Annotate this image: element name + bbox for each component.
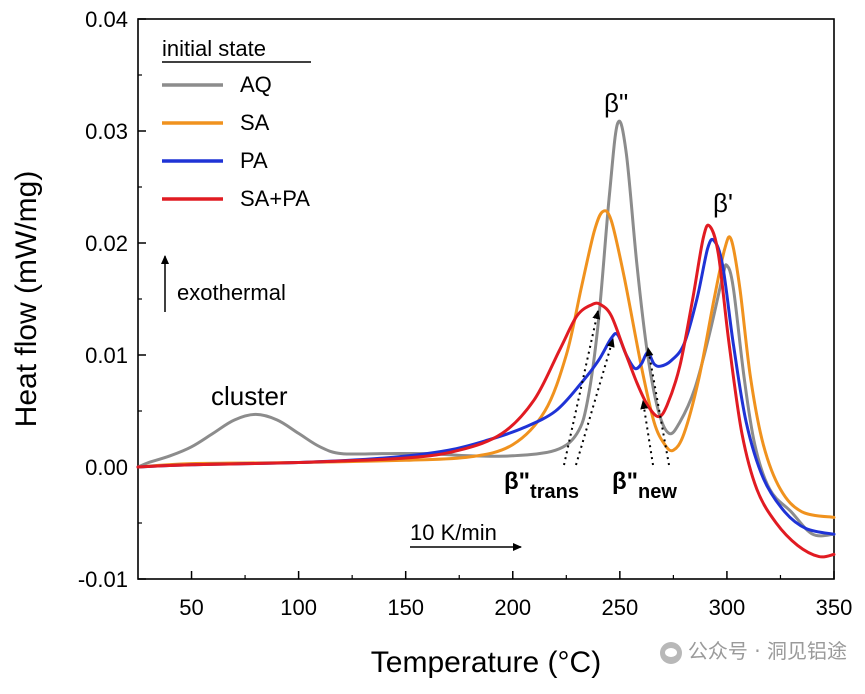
series-lines xyxy=(136,119,836,559)
x-tick-label: 200 xyxy=(494,595,531,620)
trans-arrow-2 xyxy=(575,338,615,466)
series-line-aq xyxy=(136,119,836,538)
y-tick-label: 0.02 xyxy=(85,231,128,256)
watermark-text: 公众号 · 洞见铝途 xyxy=(687,639,847,663)
y-tick-label: 0.04 xyxy=(85,7,128,32)
trans-arrow-1 xyxy=(563,310,601,466)
beta-new-main: β" xyxy=(612,468,638,495)
beta-new-sub: new xyxy=(638,481,677,503)
legend-title: initial state xyxy=(162,36,266,61)
wechat-icon xyxy=(659,641,682,664)
y-tick-label: -0.01 xyxy=(78,567,128,592)
x-tick-label: 300 xyxy=(709,595,746,620)
legend: initial state AQ SA PA SA+PA xyxy=(162,36,311,211)
beta-new-label: β"new xyxy=(612,468,677,503)
legend-label-sa-pa: SA+PA xyxy=(240,186,310,211)
y-axis-ticks: -0.01 0.00 0.01 0.02 0.03 0.04 xyxy=(78,7,146,592)
x-tick-label: 50 xyxy=(179,595,203,620)
x-tick-label: 250 xyxy=(601,595,638,620)
rate-label: 10 K/min xyxy=(410,520,497,545)
y-axis-title: Heat flow (mW/mg) xyxy=(10,171,43,428)
new-arrow-2 xyxy=(645,347,670,466)
x-tick-label: 350 xyxy=(816,595,853,620)
y-tick-label: 0.03 xyxy=(85,119,128,144)
exothermal-label: exothermal xyxy=(177,280,286,305)
x-axis-ticks: 50 100 150 200 250 300 350 xyxy=(179,571,852,620)
x-tick-label: 150 xyxy=(387,595,424,620)
beta-trans-main: β" xyxy=(504,468,530,495)
legend-label-pa: PA xyxy=(240,148,268,173)
beta-double-prime-label: β" xyxy=(604,88,628,118)
y-tick-label: 0.00 xyxy=(85,455,128,480)
series-line-pa xyxy=(136,237,836,536)
x-tick-label: 100 xyxy=(280,595,317,620)
cluster-label: cluster xyxy=(211,381,288,411)
legend-label-sa: SA xyxy=(240,110,270,135)
beta-trans-label: β"trans xyxy=(504,468,579,503)
y-tick-label: 0.01 xyxy=(85,343,128,368)
watermark: 公众号 · 洞见铝途 xyxy=(659,635,847,664)
beta-trans-sub: trans xyxy=(530,481,579,503)
x-axis-title: Temperature (°C) xyxy=(371,646,601,679)
series-line-sa xyxy=(136,209,836,519)
legend-label-aq: AQ xyxy=(240,72,272,97)
beta-prime-label: β' xyxy=(713,188,733,218)
